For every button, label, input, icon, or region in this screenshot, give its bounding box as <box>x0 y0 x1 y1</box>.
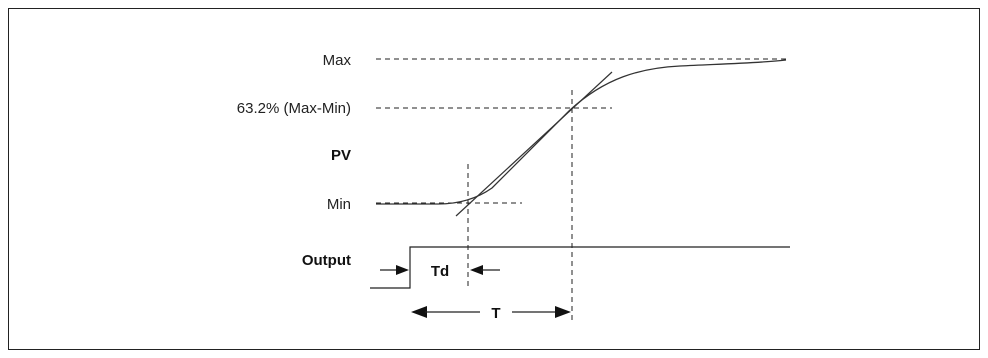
diagram-border <box>8 8 980 350</box>
pv-response-curve <box>376 59 787 205</box>
t-left-arrowhead <box>411 306 427 318</box>
min-label: Min <box>327 196 351 213</box>
percent-label: 63.2% (Max-Min) <box>237 100 351 117</box>
td-left-arrowhead <box>396 265 409 275</box>
td-label: Td <box>431 263 449 280</box>
td-right-arrowhead <box>470 265 483 275</box>
pv-label: PV <box>331 147 351 164</box>
max-label: Max <box>323 52 352 69</box>
tangent-line <box>455 71 613 217</box>
t-right-arrowhead <box>555 306 571 318</box>
t-label: T <box>491 305 500 322</box>
output-step-line <box>370 246 790 289</box>
output-label: Output <box>302 252 351 269</box>
